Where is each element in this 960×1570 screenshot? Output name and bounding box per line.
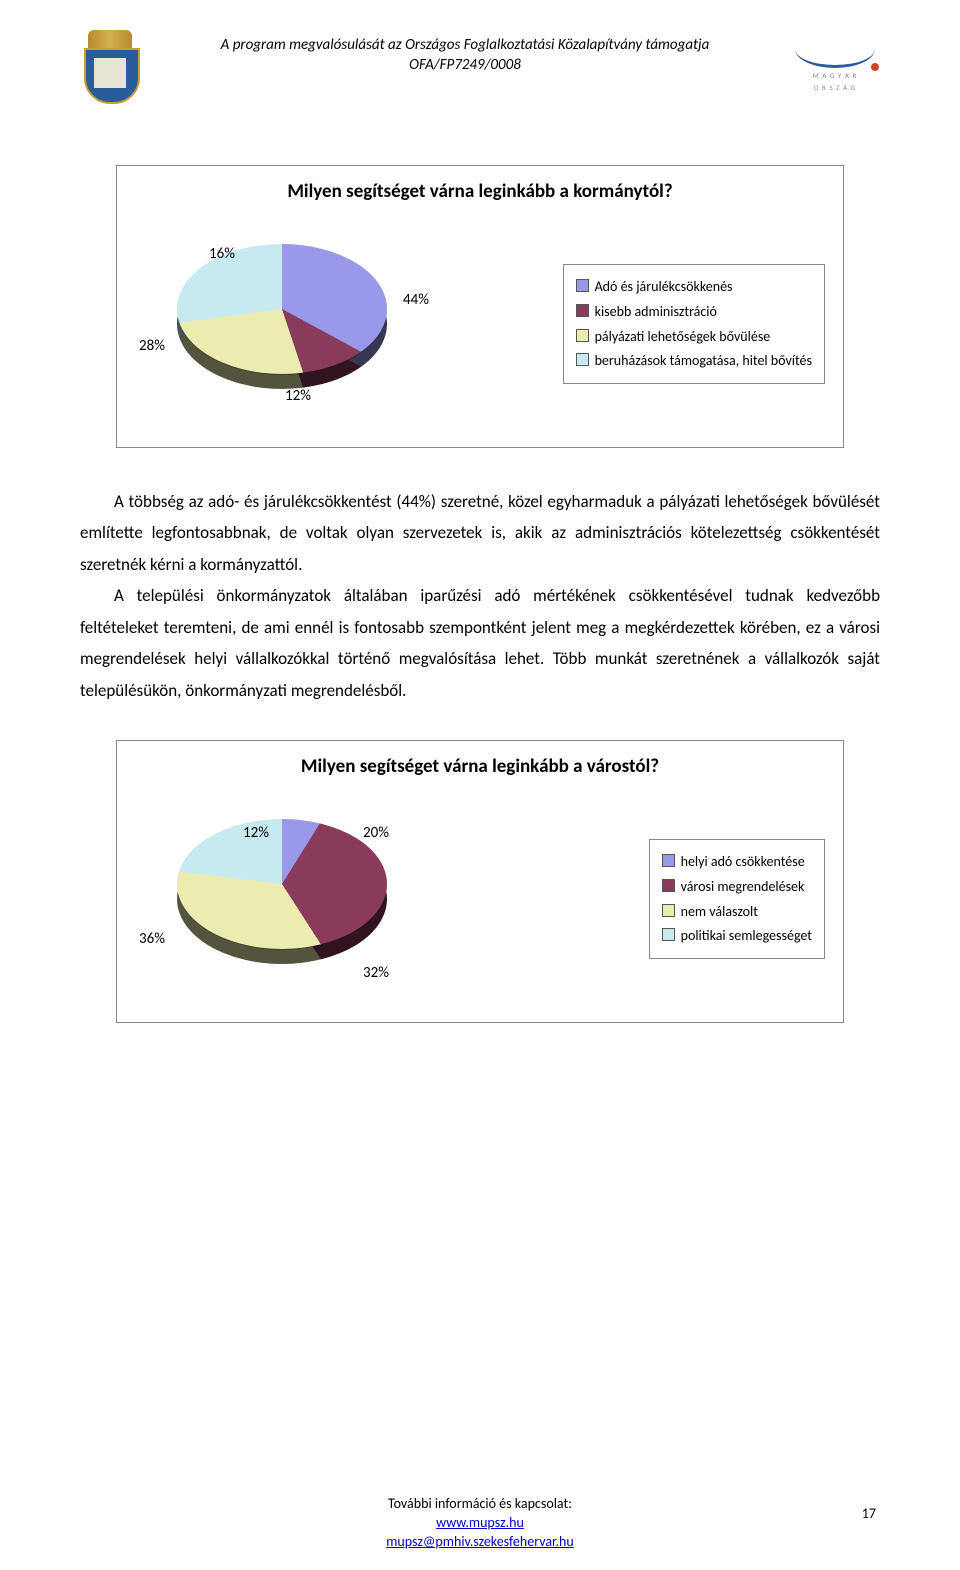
chart2-title: Milyen segítséget várna leginkább a váro… (135, 755, 825, 778)
legend-label: nem válaszolt (681, 901, 758, 923)
legend-swatch (662, 904, 675, 917)
legend-label: politikai semlegességet (681, 925, 812, 947)
legend-swatch (662, 854, 675, 867)
pie-value-label: 32% (363, 964, 389, 982)
page-footer: További információ és kapcsolat: www.mup… (0, 1495, 960, 1552)
pie-value-label: 44% (403, 291, 429, 309)
paragraph-2: A települési önkormányzatok általában ip… (80, 580, 880, 706)
pie-value-label: 12% (285, 387, 311, 405)
header-text: A program megvalósulását az Országos Fog… (140, 30, 790, 76)
body-text: A többség az adó- és járulékcsökkentést … (80, 486, 880, 706)
pie-value-label: 16% (209, 245, 235, 263)
legend-item: nem válaszolt (662, 901, 812, 923)
crest-logo (80, 30, 140, 105)
legend-label: beruházások támogatása, hitel bővítés (595, 350, 812, 372)
legend-item: politikai semlegességet (662, 925, 812, 947)
legend-label: helyi adó csökkentése (681, 851, 805, 873)
legend-item: kisebb adminisztráció (576, 301, 812, 323)
footer-line-3: mupsz@pmhiv.szekesfehervar.hu (0, 1533, 960, 1552)
paragraph-1: A többség az adó- és járulékcsökkentést … (80, 486, 880, 580)
pie-value-label: 36% (139, 930, 165, 948)
footer-line-1: További információ és kapcsolat: (0, 1495, 960, 1514)
chart-city-help: Milyen segítséget várna leginkább a váro… (116, 740, 844, 1023)
chart-government-help: Milyen segítséget várna leginkább a korm… (116, 165, 844, 448)
pie-value-label: 28% (139, 337, 165, 355)
chart1-legend: Adó és járulékcsökkenés kisebb adminisztr… (563, 264, 825, 384)
legend-swatch (576, 353, 589, 366)
page-header: A program megvalósulását az Országos Fog… (80, 30, 880, 105)
legend-label: városi megrendelések (681, 876, 805, 898)
chart1-title: Milyen segítséget várna leginkább a korm… (135, 180, 825, 203)
legend-swatch (576, 329, 589, 342)
header-line-2: OFA/FP7249/0008 (148, 55, 782, 75)
legend-label: kisebb adminisztráció (595, 301, 717, 323)
header-line-1: A program megvalósulását az Országos Fog… (148, 35, 782, 55)
ofa-logo: M A G Y A R O R S Z Á G (790, 30, 880, 91)
legend-swatch (576, 304, 589, 317)
legend-swatch (662, 928, 675, 941)
legend-label: Adó és járulékcsökkenés (595, 276, 733, 298)
chart2-pie: 20% 32% 36% 12% (135, 804, 435, 994)
chart1-pie: 44% 12% 28% 16% (135, 229, 435, 419)
legend-item: Adó és járulékcsökkenés (576, 276, 812, 298)
legend-item: beruházások támogatása, hitel bővítés (576, 350, 812, 372)
legend-item: pályázati lehetőségek bővülése (576, 326, 812, 348)
footer-line-2: www.mupsz.hu (0, 1514, 960, 1533)
legend-swatch (576, 279, 589, 292)
legend-item: helyi adó csökkentése (662, 851, 812, 873)
legend-label: pályázati lehetőségek bővülése (595, 326, 771, 348)
pie-value-label: 20% (363, 824, 389, 842)
legend-swatch (662, 879, 675, 892)
legend-item: városi megrendelések (662, 876, 812, 898)
pie-value-label: 12% (243, 824, 269, 842)
chart2-legend: helyi adó csökkentése városi megrendelése… (649, 839, 825, 959)
